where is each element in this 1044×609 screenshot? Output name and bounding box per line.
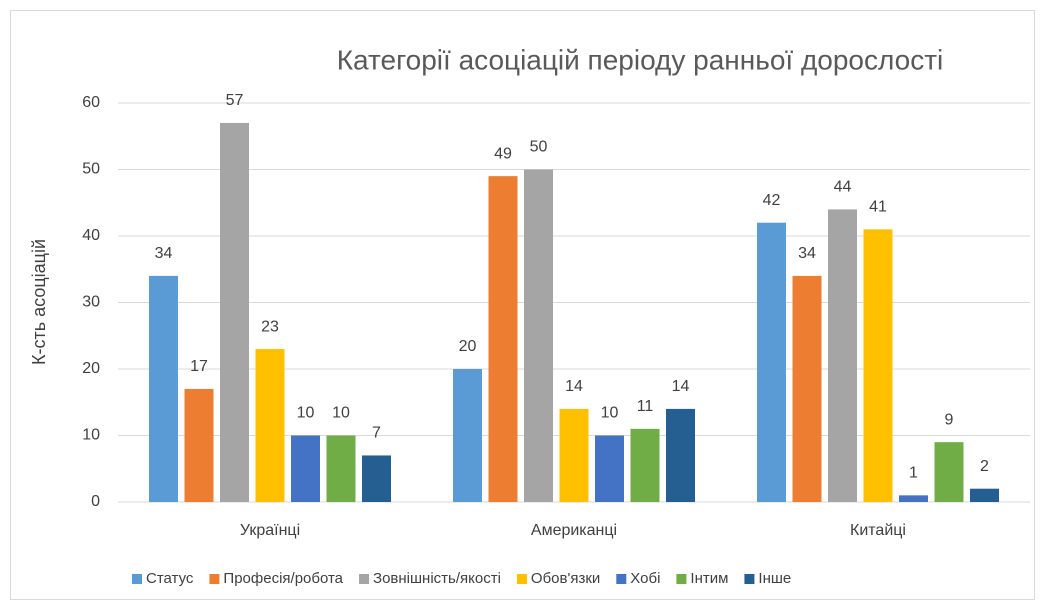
bar (291, 435, 320, 502)
legend-swatch (516, 574, 527, 584)
legend-swatch (676, 574, 687, 584)
bar (326, 435, 356, 502)
data-label: 42 (763, 192, 781, 209)
data-label: 34 (155, 245, 173, 262)
data-label: 14 (672, 378, 690, 395)
legend-label: Професія/робота (223, 570, 343, 587)
x-tick-label: Американці (531, 522, 617, 539)
bar (488, 176, 518, 502)
data-label: 9 (945, 411, 954, 428)
bar (362, 455, 391, 502)
bar (453, 369, 482, 502)
legend-swatch (616, 574, 627, 584)
data-label: 57 (226, 92, 244, 109)
legend-label: Інше (758, 570, 791, 587)
bar (970, 488, 999, 502)
y-tick-label: 60 (82, 94, 100, 111)
y-tick-label: 40 (82, 227, 100, 244)
bar (757, 222, 786, 502)
data-label: 10 (332, 405, 350, 422)
legend-swatch (359, 574, 370, 584)
x-tick-label: Китайці (850, 522, 906, 539)
bar (934, 442, 964, 502)
data-label: 17 (190, 358, 208, 375)
legend-label: Обов'язки (531, 570, 600, 587)
legend-swatch (209, 574, 220, 584)
bar (863, 229, 893, 502)
bar (630, 428, 660, 502)
chart-title: Категорії асоціацій періоду ранньої доро… (337, 44, 944, 75)
bar (792, 275, 822, 502)
legend-label: Інтим (690, 570, 728, 587)
y-tick-label: 0 (91, 493, 100, 510)
legend-label: Статус (146, 570, 194, 587)
data-label: 23 (261, 318, 279, 335)
y-tick-label: 30 (82, 294, 100, 311)
legend-label: Зовнішність/якості (373, 570, 501, 587)
data-label: 50 (530, 139, 548, 156)
data-label: 2 (980, 458, 989, 475)
bar (559, 408, 589, 502)
data-label: 10 (297, 405, 315, 422)
legend-swatch (132, 574, 142, 584)
x-tick-label: Українці (240, 522, 300, 539)
data-label: 7 (372, 425, 381, 442)
bar (524, 169, 553, 502)
bar (666, 408, 695, 502)
bar (184, 388, 214, 502)
data-label: 14 (565, 378, 583, 395)
y-tick-label: 10 (82, 427, 100, 444)
data-label: 41 (869, 199, 887, 216)
data-label: 11 (637, 398, 654, 415)
data-label: 20 (459, 338, 477, 355)
data-label: 10 (601, 405, 619, 422)
y-tick-label: 50 (82, 161, 100, 178)
data-label: 1 (909, 465, 918, 482)
y-tick-label: 20 (82, 360, 100, 377)
bar (828, 209, 857, 502)
legend-swatch (744, 574, 755, 584)
bar (899, 495, 928, 502)
bar (220, 122, 249, 502)
bar (255, 349, 285, 502)
data-label: 44 (834, 179, 852, 196)
bar (149, 275, 178, 502)
data-label: 34 (798, 245, 816, 262)
legend-label: Хобі (630, 570, 660, 587)
bar (595, 435, 624, 502)
data-label: 49 (494, 145, 512, 162)
y-axis-label: К-сть асоціацій (29, 239, 49, 365)
